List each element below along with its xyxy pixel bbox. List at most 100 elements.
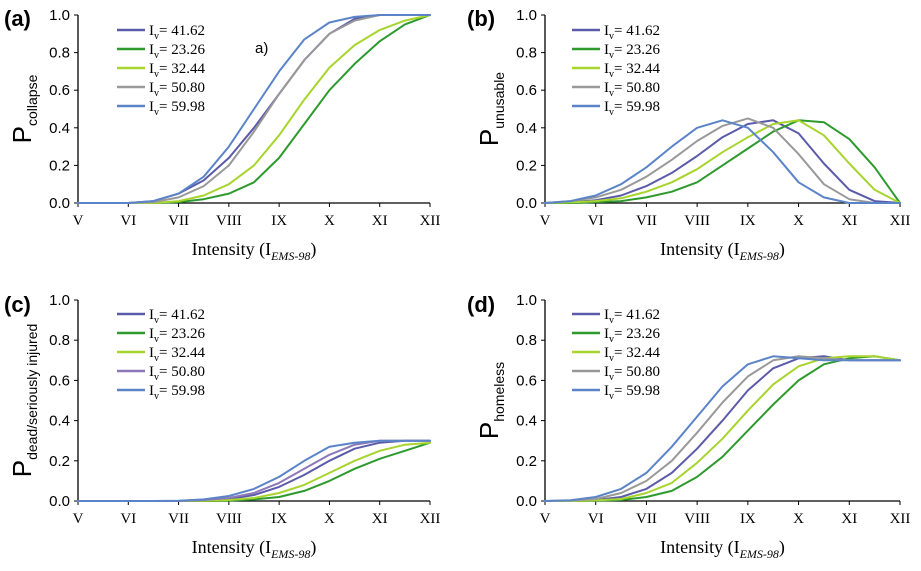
- series-line-5: [77, 14, 431, 204]
- legend-label: Iv= 50.80: [604, 80, 660, 99]
- chart-annotation: a): [255, 40, 268, 57]
- chart-panel-1: (a) 0.0 0.2 0.4 0.6 0.8 1.0 V VI VII VIII IX X XI XII I…: [4, 6, 440, 263]
- x-tick-label: VI: [588, 213, 604, 229]
- legend-label: Iv= 59.98: [149, 383, 205, 402]
- x-tick-label: XII: [890, 511, 911, 527]
- x-tick-label: X: [793, 213, 804, 229]
- y-tick-label: 0.2: [49, 453, 70, 470]
- panel-letter: (d): [467, 292, 495, 317]
- legend-label: Iv= 32.44: [149, 61, 205, 80]
- x-tick-label: IX: [271, 511, 287, 527]
- y-tick-label: 1.0: [516, 292, 537, 309]
- x-axis-label: Intensity (IEMS-98): [660, 537, 785, 561]
- x-tick-label: V: [73, 213, 84, 229]
- series-line-1: [544, 119, 901, 204]
- series-line-4: [544, 355, 901, 502]
- legend-label: Iv= 41.62: [149, 307, 205, 326]
- legend-label: Iv= 50.80: [604, 364, 660, 383]
- x-tick-label: VII: [636, 511, 657, 527]
- legend-label: Iv= 32.44: [604, 345, 660, 364]
- x-tick-label: VIII: [216, 511, 242, 527]
- x-tick-label: X: [793, 511, 804, 527]
- y-tick-label: 0.6: [49, 82, 70, 99]
- series-line-2: [544, 119, 901, 204]
- y-axis-label: Punusable: [474, 72, 507, 146]
- panel-letter: (b): [467, 6, 495, 31]
- x-tick-label: V: [73, 511, 84, 527]
- y-tick-label: 0.8: [49, 45, 70, 62]
- y-tick-label: 0.8: [516, 45, 537, 62]
- y-tick-label: 0.8: [516, 332, 537, 349]
- y-tick-label: 0.2: [516, 157, 537, 174]
- series-line-4: [544, 117, 901, 204]
- legend-label: Iv= 59.98: [149, 99, 205, 118]
- y-tick-label: 0.0: [516, 493, 537, 510]
- y-tick-label: 0.0: [49, 195, 70, 212]
- legend-label: Iv= 50.80: [149, 364, 205, 383]
- x-axis-label: Intensity (IEMS-98): [192, 239, 317, 263]
- x-tick-label: X: [324, 213, 335, 229]
- series-line-5: [544, 355, 901, 502]
- x-tick-label: V: [540, 213, 551, 229]
- legend-label: Iv= 41.62: [149, 23, 205, 42]
- y-tick-label: 0.6: [49, 372, 70, 389]
- y-axis-label: Pdead/seriously injured: [7, 324, 40, 478]
- x-tick-label: VII: [636, 213, 657, 229]
- axis-lines: [77, 300, 430, 502]
- legend-label: Iv= 41.62: [604, 307, 660, 326]
- x-axis-label: Intensity (IEMS-98): [192, 537, 317, 561]
- y-tick-label: 0.2: [49, 157, 70, 174]
- x-tick-label: VIII: [216, 213, 242, 229]
- legend-label: Iv= 32.44: [149, 345, 205, 364]
- legend-label: Iv= 50.80: [149, 80, 205, 99]
- x-tick-label: XI: [372, 213, 388, 229]
- x-tick-label: X: [324, 511, 335, 527]
- legend-label: Iv= 23.26: [604, 42, 660, 61]
- y-tick-label: 0.6: [516, 372, 537, 389]
- x-tick-label: IX: [271, 213, 287, 229]
- x-tick-label: IX: [740, 213, 756, 229]
- series-line-4: [77, 439, 431, 502]
- series-line-3: [544, 355, 901, 502]
- axis-lines: [544, 300, 900, 502]
- x-tick-label: VI: [120, 511, 136, 527]
- x-tick-label: VII: [168, 511, 189, 527]
- x-tick-label: VII: [168, 213, 189, 229]
- x-tick-label: XI: [841, 213, 857, 229]
- y-tick-label: 0.4: [516, 120, 537, 137]
- x-tick-label: XI: [841, 511, 857, 527]
- legend-label: Iv= 23.26: [149, 326, 205, 345]
- x-tick-label: V: [540, 511, 551, 527]
- series-line-2: [544, 355, 901, 502]
- y-tick-label: 0.4: [516, 413, 537, 430]
- y-tick-label: 0.4: [49, 120, 70, 137]
- y-tick-label: 0.8: [49, 332, 70, 349]
- series-line-1: [544, 355, 901, 502]
- x-tick-label: VI: [120, 213, 136, 229]
- series-line-5: [544, 119, 901, 204]
- legend-label: Iv= 23.26: [604, 326, 660, 345]
- legend-label: Iv= 41.62: [604, 23, 660, 42]
- legend-label: Iv= 59.98: [604, 99, 660, 118]
- y-tick-label: 0.0: [516, 195, 537, 212]
- series-line-5: [77, 439, 431, 502]
- series-line-3: [544, 119, 901, 204]
- x-tick-label: IX: [740, 511, 756, 527]
- y-tick-label: 0.6: [516, 82, 537, 99]
- y-tick-label: 0.0: [49, 493, 70, 510]
- x-tick-label: VI: [588, 511, 604, 527]
- panel-letter: (a): [4, 6, 31, 31]
- legend-label: Iv= 32.44: [604, 61, 660, 80]
- y-tick-label: 1.0: [49, 292, 70, 309]
- x-tick-label: VIII: [684, 511, 710, 527]
- legend-label: Iv= 23.26: [149, 42, 205, 61]
- chart-panel-3: (c) 0.0 0.2 0.4 0.6 0.8 1.0 V VI VII VIII IX X XI XII I…: [4, 292, 440, 561]
- x-tick-label: XII: [420, 213, 441, 229]
- y-tick-label: 1.0: [516, 7, 537, 24]
- y-tick-label: 0.4: [49, 413, 70, 430]
- axis-lines: [544, 15, 900, 204]
- chart-panel-2: (b) 0.0 0.2 0.4 0.6 0.8 1.0 V VI VII VIII IX X XI XII I…: [467, 6, 910, 263]
- x-tick-label: VIII: [684, 213, 710, 229]
- chart-panel-4: (d) 0.0 0.2 0.4 0.6 0.8 1.0 V VI VII VIII IX X XI XII I…: [467, 292, 910, 561]
